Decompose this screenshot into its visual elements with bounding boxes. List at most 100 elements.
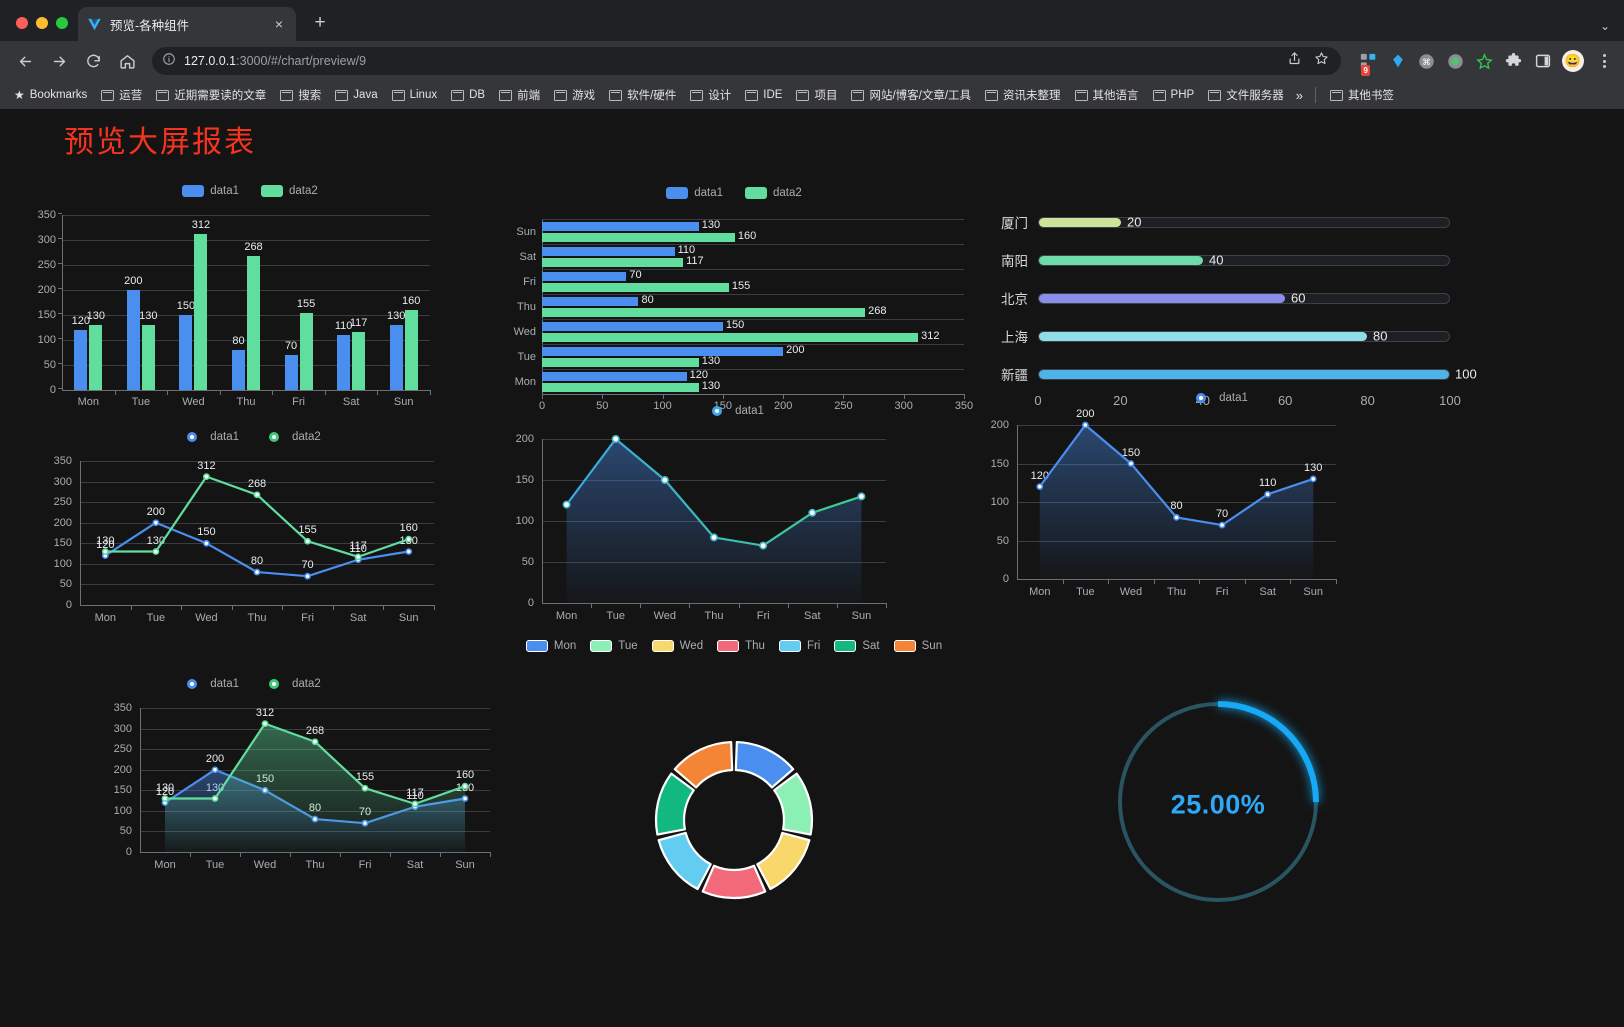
close-tab-button[interactable]: × <box>274 16 284 32</box>
browser-tab[interactable]: 预览-各种组件 × <box>78 7 296 41</box>
back-button[interactable] <box>10 46 40 76</box>
bar[interactable] <box>141 325 155 390</box>
maximize-window-button[interactable] <box>56 17 68 29</box>
legend-item-data1[interactable]: data1 <box>666 187 723 199</box>
data-point[interactable] <box>211 795 219 802</box>
bar[interactable] <box>232 350 245 390</box>
bar[interactable] <box>542 321 723 331</box>
bar[interactable] <box>542 346 784 356</box>
bookmark-folder[interactable]: 资讯未整理 <box>979 84 1067 106</box>
bar[interactable] <box>542 296 639 306</box>
bar[interactable] <box>542 371 687 381</box>
bar[interactable] <box>299 312 313 390</box>
other-bookmarks-folder[interactable]: 其他书签 <box>1324 84 1400 106</box>
bookmark-folder[interactable]: 项目 <box>790 84 843 106</box>
data-point[interactable] <box>304 537 311 545</box>
bar[interactable] <box>284 355 298 390</box>
bar[interactable] <box>126 290 140 390</box>
bar[interactable] <box>352 331 366 390</box>
legend-item-sun[interactable]: Sun <box>893 640 942 652</box>
data-point[interactable] <box>710 533 719 542</box>
site-info-icon[interactable] <box>162 52 176 71</box>
pie-slice[interactable] <box>654 772 695 836</box>
bar[interactable] <box>194 234 208 390</box>
bar[interactable] <box>542 307 866 317</box>
bookmark-folder[interactable]: 设计 <box>684 84 737 106</box>
legend-item-thu[interactable]: Thu <box>717 640 765 652</box>
bookmark-folder[interactable]: DB <box>445 86 491 104</box>
legend-item-data1[interactable]: data1 <box>182 185 239 197</box>
legend-item-mon[interactable]: Mon <box>525 640 576 652</box>
legend-item-tue[interactable]: Tue <box>590 640 638 652</box>
extensions-grid-icon[interactable]: 9 <box>1359 52 1378 76</box>
bar[interactable] <box>404 310 418 390</box>
bar[interactable] <box>389 325 403 390</box>
data-point[interactable] <box>562 500 571 509</box>
data-point[interactable] <box>253 568 261 576</box>
data-point[interactable] <box>101 548 109 555</box>
data-point[interactable] <box>304 572 311 580</box>
home-button[interactable] <box>112 46 142 76</box>
legend-item-data2[interactable]: data2 <box>745 187 802 199</box>
bar[interactable] <box>247 256 260 390</box>
data-point[interactable] <box>611 434 620 444</box>
progress-track[interactable]: 20 <box>1038 215 1450 230</box>
progress-track[interactable]: 80 <box>1038 329 1450 344</box>
command-circle-icon[interactable]: ⌘ <box>1417 52 1436 71</box>
data-point[interactable] <box>211 766 219 774</box>
tabstrip-collapse-icon[interactable]: ⌄ <box>1599 19 1610 33</box>
bar[interactable] <box>542 257 684 267</box>
bookmark-folder[interactable]: Linux <box>386 86 444 104</box>
legend-item-wed[interactable]: Wed <box>651 640 703 652</box>
data-point[interactable] <box>759 541 768 550</box>
bar[interactable] <box>179 315 193 390</box>
bar[interactable] <box>542 382 699 392</box>
window-controls[interactable] <box>10 17 78 41</box>
data-point[interactable] <box>152 519 160 527</box>
minimize-window-button[interactable] <box>36 17 48 29</box>
bookmark-folder[interactable]: 搜索 <box>274 84 327 106</box>
bar[interactable] <box>89 325 103 390</box>
kebab-menu-icon[interactable] <box>1594 54 1614 68</box>
legend-item-data2[interactable]: data2 <box>261 678 321 690</box>
legend-item-data2[interactable]: data2 <box>261 431 321 443</box>
progress-track[interactable]: 40 <box>1038 253 1450 268</box>
data-point[interactable] <box>161 795 169 802</box>
data-point[interactable] <box>261 720 269 728</box>
diamond-icon[interactable] <box>1388 52 1407 71</box>
address-bar[interactable]: 127.0.0.1:3000/#/chart/preview/9 <box>152 47 1341 75</box>
pie-slice[interactable] <box>701 864 767 900</box>
data-point[interactable] <box>1127 460 1135 467</box>
data-point[interactable] <box>1218 521 1226 529</box>
data-point[interactable] <box>1036 483 1044 490</box>
progress-track[interactable]: 60 <box>1038 291 1450 306</box>
new-tab-button[interactable]: + <box>314 12 326 33</box>
reload-button[interactable] <box>78 46 108 76</box>
pie-slice[interactable] <box>773 772 814 836</box>
bookmark-folder[interactable]: Java <box>329 86 383 104</box>
puzzle-icon[interactable] <box>1504 52 1523 71</box>
bookmark-folder[interactable]: 其他语言 <box>1069 84 1145 106</box>
forward-button[interactable] <box>44 46 74 76</box>
bookmarks-overflow-button[interactable]: » <box>1295 87 1303 103</box>
data-point[interactable] <box>1309 475 1317 483</box>
bar[interactable] <box>542 332 919 342</box>
legend-item-data1[interactable]: data1 <box>179 678 239 690</box>
legend-item-data2[interactable]: data2 <box>261 185 318 197</box>
data-point[interactable] <box>354 553 362 561</box>
pie-slice[interactable] <box>756 831 811 891</box>
data-point[interactable] <box>361 784 369 792</box>
data-point[interactable] <box>660 475 669 484</box>
bar[interactable] <box>542 357 699 367</box>
bookmark-folder[interactable]: PHP <box>1147 86 1201 104</box>
data-point[interactable] <box>411 800 419 808</box>
data-point[interactable] <box>311 738 319 746</box>
bookmark-folder[interactable]: 游戏 <box>548 84 601 106</box>
bar[interactable] <box>337 335 351 390</box>
pie-slice[interactable] <box>657 831 712 891</box>
data-point[interactable] <box>152 548 160 555</box>
bookmark-folder[interactable]: 近期需要读的文章 <box>150 84 272 106</box>
data-point[interactable] <box>203 539 210 547</box>
bookmark-folder[interactable]: 软件/硬件 <box>603 84 682 106</box>
data-point[interactable] <box>1081 421 1089 429</box>
